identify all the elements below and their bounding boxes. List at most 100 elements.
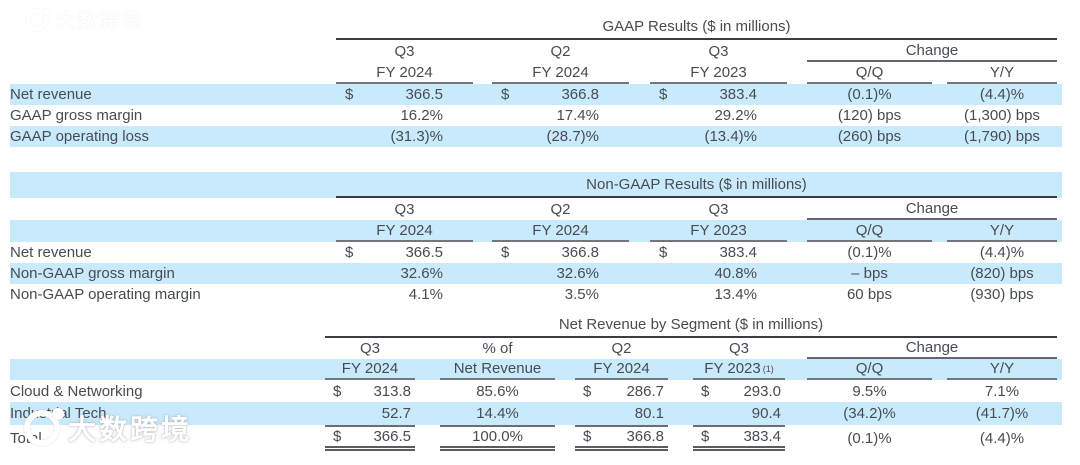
change-yy-value: (4.4)% [979, 429, 1025, 447]
cell-percent-of-revenue: 14.4% [476, 405, 519, 422]
cell: 29.2% [650, 107, 787, 124]
col-header-qq: Q/Q [807, 220, 932, 242]
gaap-results-table: GAAP Results ($ in millions) Q3 Q2 Q3 Ch… [10, 14, 1062, 147]
col-header-quarter: Q2 [550, 42, 571, 60]
table-row: Non-GAAP operating margin 4.1% 3.5% 13.4… [10, 284, 1062, 305]
cell-value: 383.4 [719, 86, 757, 103]
cell-value: 3.5% [564, 286, 599, 303]
cell: $286.7 [575, 383, 668, 400]
change-qq-value: (0.1)% [847, 244, 892, 261]
cell-value: 383.4 [743, 428, 781, 445]
col-header-quarter: Q3 [708, 200, 729, 218]
col-header-quarter: Q3 [359, 340, 380, 357]
row-label: Industrial Tech [10, 405, 107, 422]
table-row: GAAP operating loss (31.3)% (28.7)% (13.… [10, 126, 1062, 147]
cell-total-percent: 100.0% [440, 425, 555, 451]
cell: 17.4% [492, 107, 629, 124]
cell: 80.1 [575, 405, 668, 422]
col-header-fy: FY 2024 [325, 359, 415, 380]
cell: $366.8 [492, 244, 629, 261]
cell-value: 366.8 [561, 244, 599, 261]
col-header-quarter: Q3 [394, 200, 415, 218]
quarter-header-row: Q3 Q2 Q3 Change [10, 198, 1062, 220]
section-title: Net Revenue by Segment ($ in millions) [325, 316, 1057, 338]
fiscal-year-header-row: FY 2024 FY 2024 FY 2023 Q/Q Y/Y [10, 220, 1062, 242]
row-label: Non-GAAP operating margin [10, 286, 201, 303]
non-gaap-results-table: Non-GAAP Results ($ in millions) Q3 Q2 Q… [10, 172, 1062, 305]
col-header-pct-of: % of [482, 340, 513, 357]
change-yy-value: (820) bps [970, 265, 1034, 282]
currency-symbol: $ [333, 428, 342, 445]
currency-symbol: $ [333, 382, 342, 400]
currency-symbol: $ [659, 244, 668, 261]
cell: 32.6% [492, 265, 629, 282]
quarter-header-row: Q3 % of Q2 Q3 Change [10, 338, 1062, 359]
cell-total: $366.8 [575, 425, 668, 451]
row-label: GAAP operating loss [10, 128, 149, 145]
cell-value: 366.8 [626, 428, 664, 445]
footnote-marker: (1) [762, 363, 774, 374]
col-header-quarter: Q2 [550, 200, 571, 218]
cell: 13.4% [650, 286, 787, 303]
row-label: Net revenue [10, 244, 92, 261]
cell-value: (28.7)% [546, 128, 599, 145]
table-title-row: GAAP Results ($ in millions) [10, 14, 1062, 40]
table-row: Net revenue $366.5 $366.8 $383.4 (0.1)% … [10, 242, 1062, 263]
col-header-fy: FY 2024 [492, 62, 629, 84]
col-header-fy: FY 2023 [650, 220, 787, 242]
change-group-header: Change [807, 198, 1057, 220]
col-header-fy-footnote: FY 2023 (1) [693, 359, 785, 380]
currency-symbol: $ [501, 86, 510, 103]
cell-value: 366.5 [405, 244, 443, 261]
cell-value: 4.1% [408, 286, 443, 303]
cell-value: 366.5 [373, 428, 411, 445]
change-qq-value: (260) bps [837, 128, 902, 145]
cell-value: 366.8 [561, 86, 599, 103]
cell-total: $383.4 [693, 425, 785, 451]
table-title-row: Net Revenue by Segment ($ in millions) [10, 316, 1062, 338]
currency-symbol: $ [583, 428, 592, 445]
cell-value: 16.2% [400, 107, 443, 124]
col-header-yy: Y/Y [947, 359, 1057, 380]
cell-value: 52.7 [381, 405, 411, 422]
change-group-header: Change [807, 338, 1057, 359]
cell-value: (13.4)% [704, 128, 757, 145]
cell: 3.5% [492, 286, 629, 303]
col-header-quarter: Q3 [728, 340, 749, 357]
col-header-qq: Q/Q [807, 359, 932, 380]
currency-symbol: $ [701, 382, 710, 400]
cell: (31.3)% [336, 128, 473, 145]
col-header-qq: Q/Q [807, 62, 932, 84]
cell: (13.4)% [650, 128, 787, 145]
cell: 90.4 [693, 405, 785, 422]
cell-value: 32.6% [400, 265, 443, 282]
cell-value: 90.4 [751, 405, 781, 422]
row-label: GAAP gross margin [10, 107, 143, 124]
col-header-quarter: Q2 [611, 340, 632, 357]
cell-value: 286.7 [626, 382, 664, 400]
table-title-row: Non-GAAP Results ($ in millions) [10, 172, 1062, 198]
cell: $383.4 [650, 244, 787, 261]
col-header-yy: Y/Y [947, 220, 1057, 242]
results-sheet: GAAP Results ($ in millions) Q3 Q2 Q3 Ch… [10, 0, 1062, 451]
cell-value: 383.4 [719, 244, 757, 261]
cell-value: 32.6% [556, 265, 599, 282]
cell: 40.8% [650, 265, 787, 282]
table-row: GAAP gross margin 16.2% 17.4% 29.2% (120… [10, 105, 1062, 126]
row-label: Non-GAAP gross margin [10, 265, 175, 282]
row-label: Total [10, 429, 42, 447]
cell-value: 13.4% [714, 286, 757, 303]
col-header-quarter: Q3 [394, 42, 415, 60]
cell: $293.0 [693, 383, 785, 400]
cell: $366.5 [336, 86, 473, 103]
row-label: Cloud & Networking [10, 382, 143, 400]
currency-symbol: $ [501, 244, 510, 261]
cell-value: 80.1 [634, 405, 664, 422]
change-qq-value: – bps [851, 265, 888, 282]
change-group-header: Change [807, 40, 1057, 62]
cell: 52.7 [325, 405, 415, 422]
fiscal-year-header-row: FY 2024 Net Revenue FY 2024 FY 2023 (1) Q… [10, 359, 1062, 380]
total-row: Total $366.5 100.0% $366.8 $383.4 (0.1)%… [10, 425, 1062, 451]
cell-value: 29.2% [714, 107, 757, 124]
change-yy-value: (1,790) bps [964, 128, 1040, 145]
